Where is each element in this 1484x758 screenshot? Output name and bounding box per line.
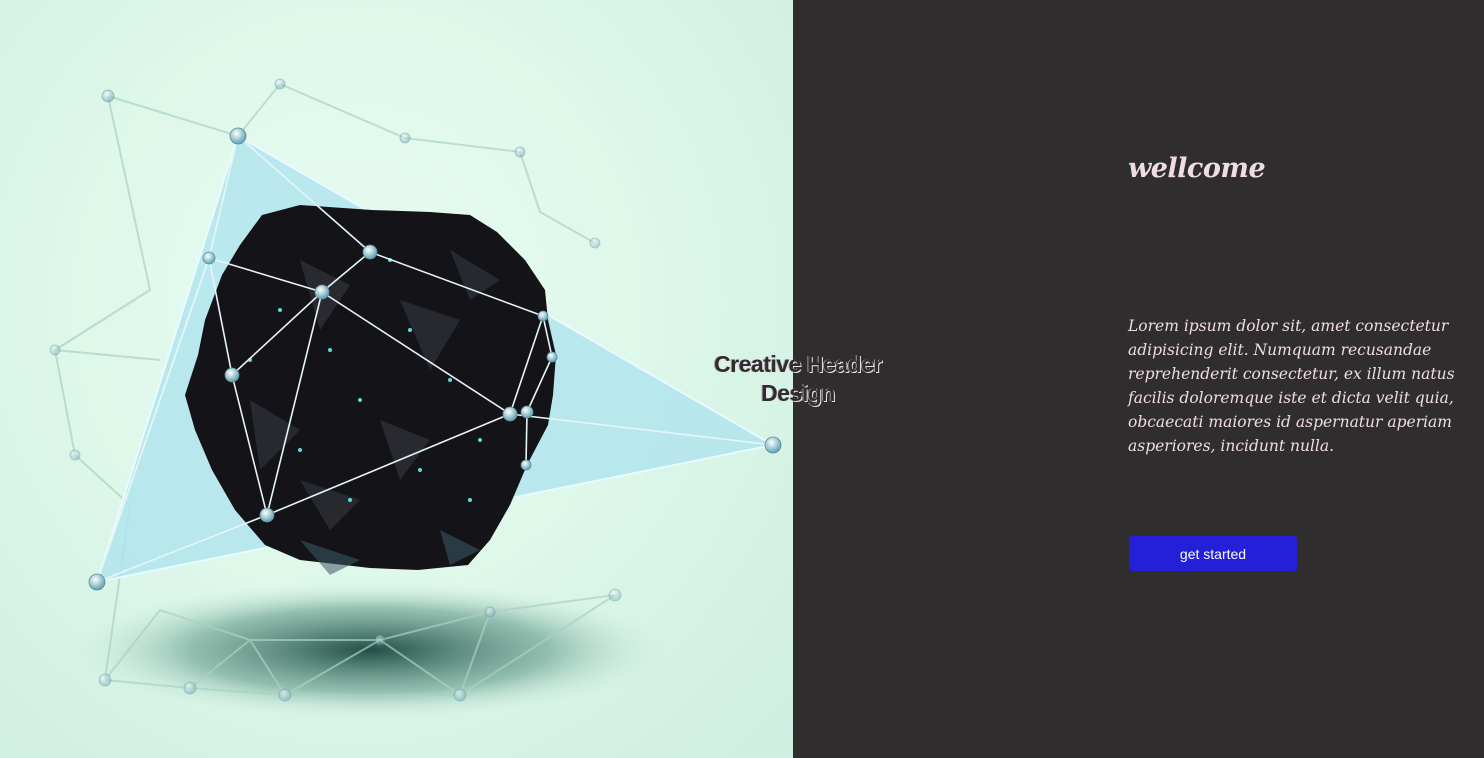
hero-title: Creative Header Design [714, 351, 882, 406]
welcome-heading: wellcome [1128, 153, 1266, 184]
content-panel [793, 0, 1484, 758]
polygon-network-illustration [49, 78, 782, 720]
get-started-button[interactable]: get started [1129, 536, 1297, 571]
intro-paragraph: Lorem ipsum dolor sit, amet consectetur … [1128, 317, 1455, 455]
hero-image [0, 0, 793, 758]
